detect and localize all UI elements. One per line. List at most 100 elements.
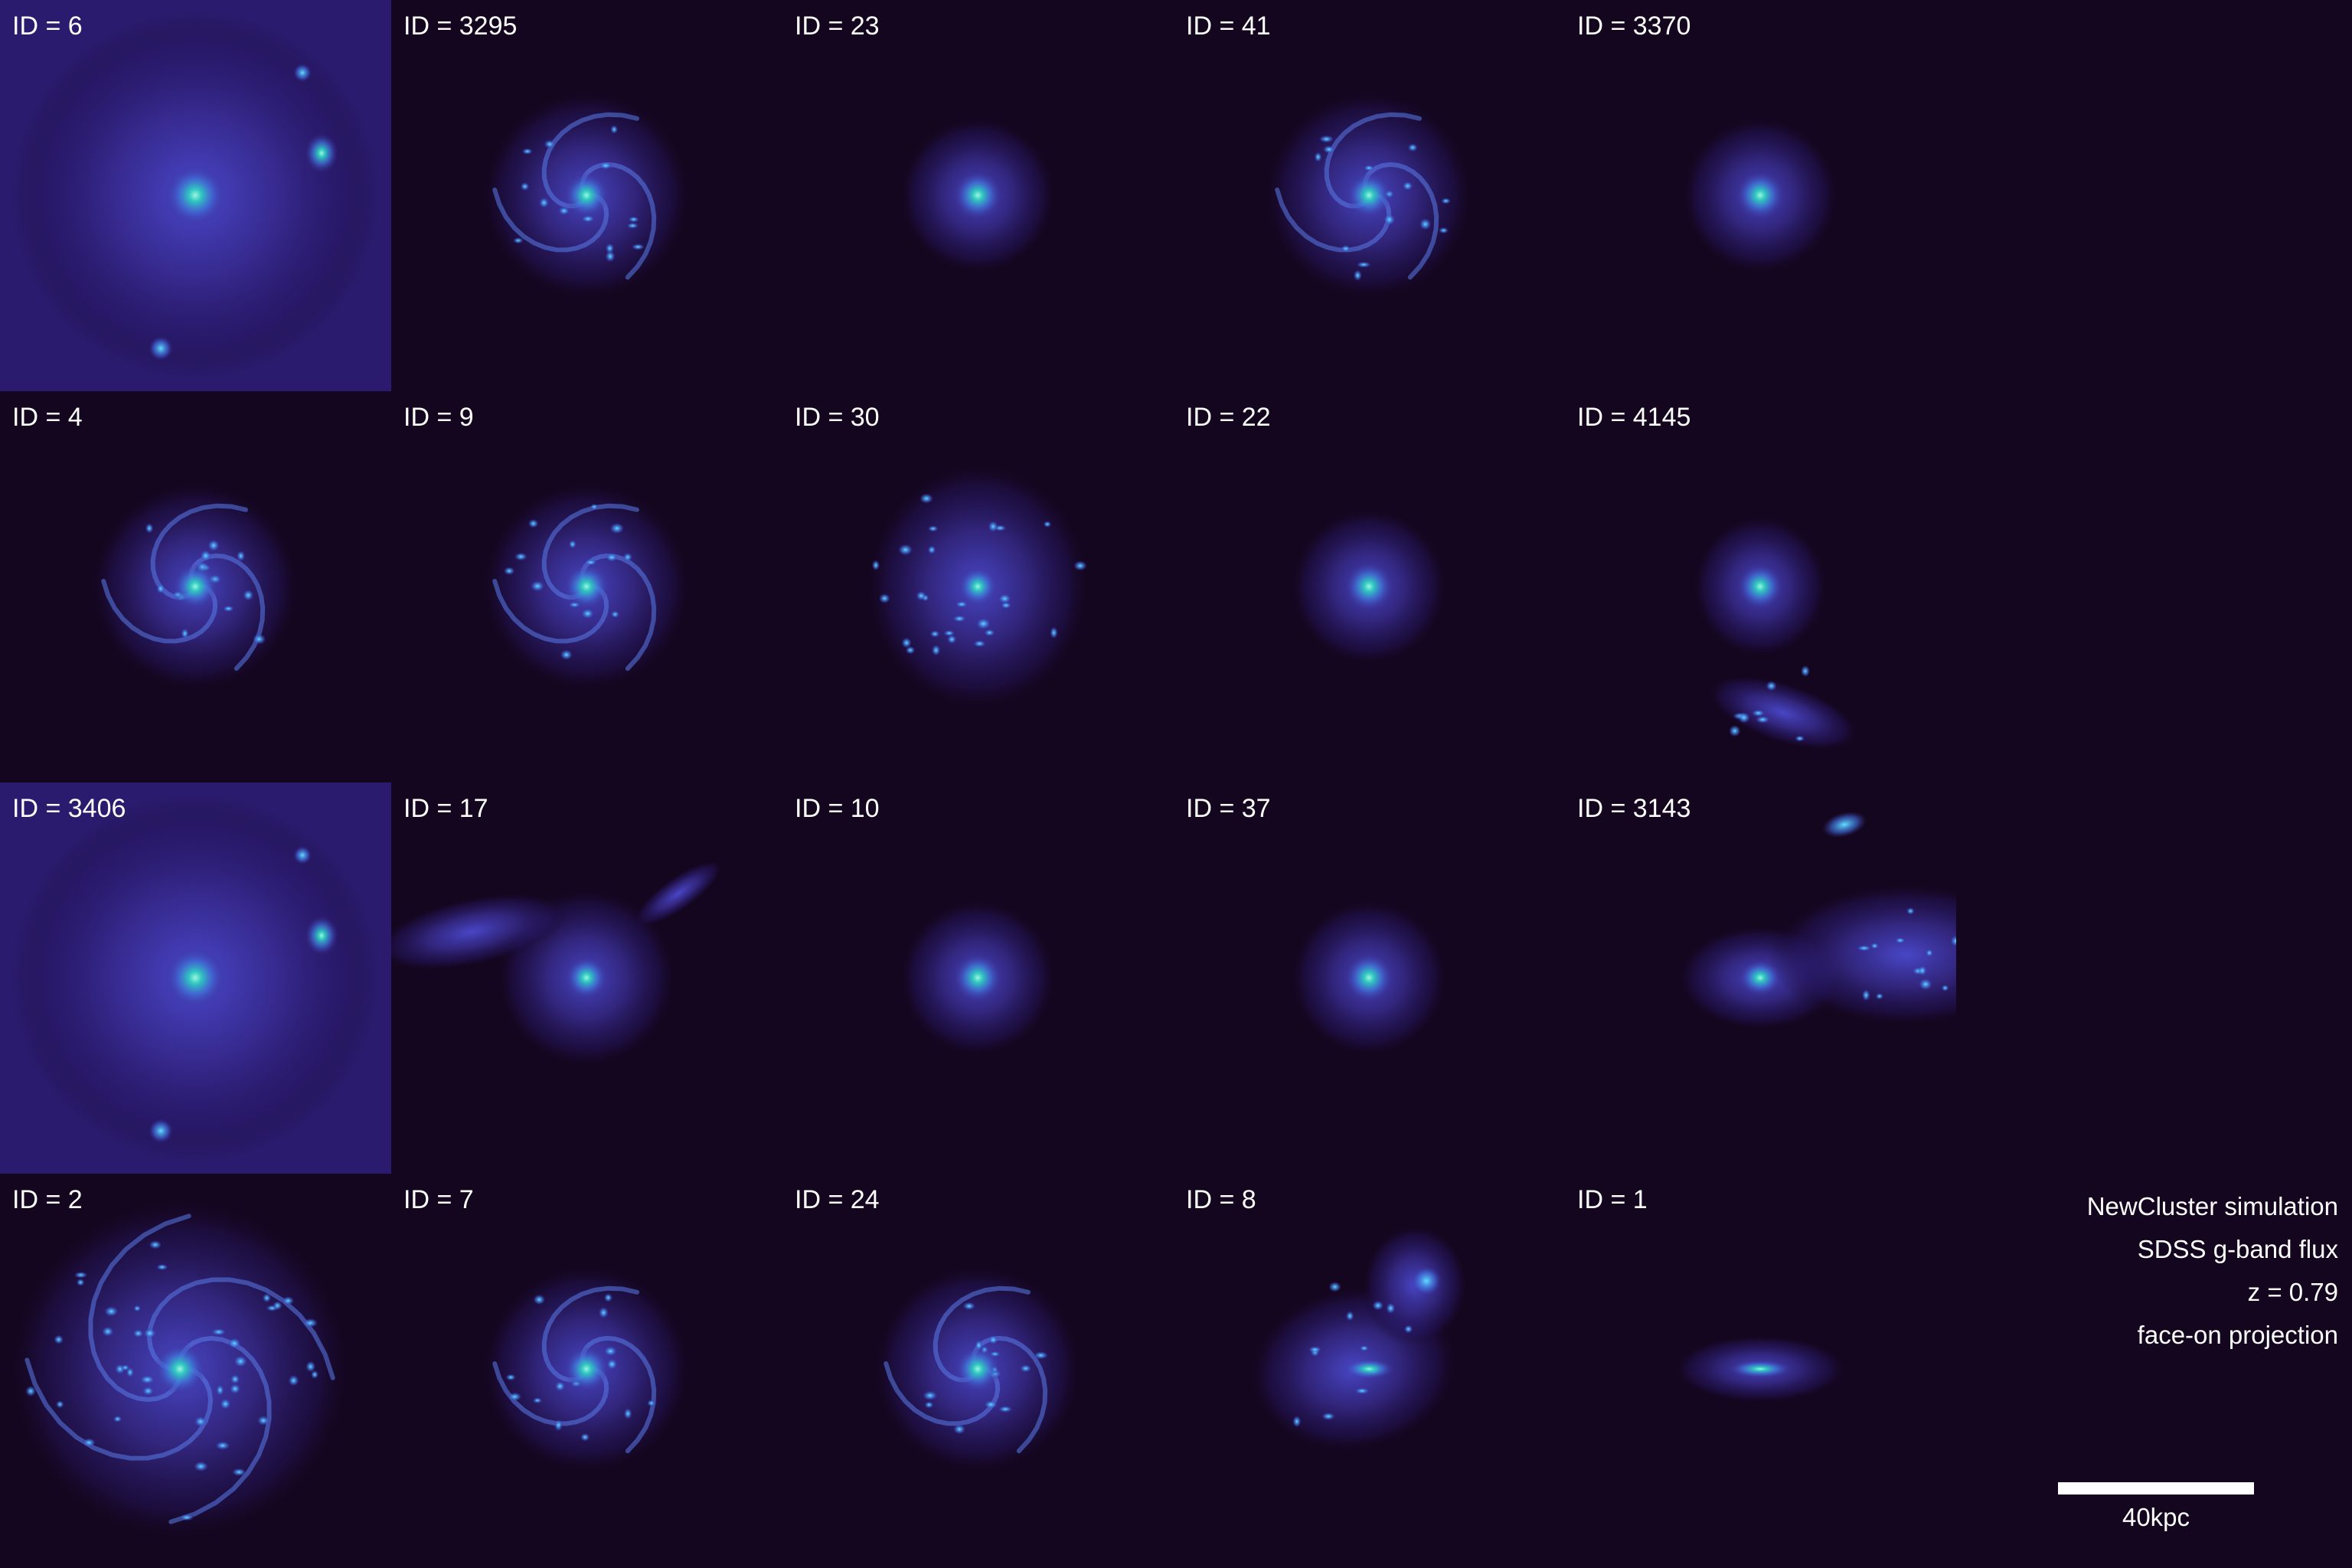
star-forming-clump [1950,935,1956,947]
star-forming-clump [113,1415,122,1423]
star-forming-clump [74,1271,88,1279]
star-forming-clump [1441,198,1451,204]
star-forming-clump [580,1432,590,1442]
panel-label: ID = 17 [403,794,488,823]
galaxy-panel: ID = 7 [391,1174,782,1565]
companion-core [1411,1266,1442,1296]
star-forming-clump [568,540,577,549]
star-forming-clump [149,1240,162,1250]
star-forming-clump [207,539,220,552]
galaxy-panel: ID = 2 [0,1174,391,1565]
star-forming-clump [544,139,556,149]
star-forming-clump [532,1397,543,1404]
star-forming-clump [1383,214,1396,226]
star-forming-clump [606,553,618,563]
star-forming-clump [1795,735,1805,742]
scale-bar [2058,1482,2254,1494]
galaxy-image [479,479,694,694]
star-forming-clump [193,1461,209,1472]
panel-label: ID = 1 [1577,1185,1648,1214]
star-forming-clump [508,1392,522,1402]
satellite-galaxy [149,336,173,361]
star-forming-clump [962,1302,976,1311]
star-forming-clump [1341,244,1351,253]
star-forming-clump [1321,1412,1336,1421]
galaxy-panel: ID = 6 [0,0,391,391]
panel-label: ID = 4145 [1577,403,1691,432]
galaxy-image [1262,88,1476,302]
star-forming-clump [1925,949,1934,957]
galaxy-panel: ID = 37 [1174,782,1565,1174]
galaxy-image [871,1262,1085,1476]
caption-projection: face-on projection [2137,1321,2338,1349]
star-forming-clump [1353,270,1362,282]
star-forming-clump [598,1306,609,1319]
star-forming-clump [1073,560,1087,571]
star-forming-clump [924,1401,934,1409]
caption-simulation: NewCluster simulation [2086,1192,2338,1220]
star-forming-clump [603,1346,618,1357]
tidal-tail [633,859,724,928]
star-forming-clump [871,560,880,571]
star-forming-clump [1328,1281,1341,1292]
satellite-galaxy [149,1119,173,1143]
star-forming-clump [622,552,633,562]
star-forming-clump [975,617,991,630]
galaxy-image [1289,897,1449,1058]
star-forming-clump [901,637,912,648]
spiral-arm [24,1357,214,1461]
galaxy-core [1344,953,1393,1002]
galaxy-image [0,782,391,1174]
star-forming-clump [922,1390,938,1401]
star-forming-clump [76,1278,85,1286]
galaxy-panel: ID = 22 [1174,391,1565,782]
star-forming-clump [988,521,998,533]
star-forming-clump [972,639,986,648]
panel-label: ID = 7 [403,1185,474,1214]
spiral-arm [88,1214,191,1403]
galaxy-core [955,1346,1001,1392]
galaxy-image [1676,811,1956,1031]
galaxy-core [564,564,609,609]
galaxy-panel: ID = 24 [782,1174,1174,1565]
star-forming-clump [929,630,940,638]
star-forming-clump [1918,978,1933,991]
panel-label: ID = 37 [1186,794,1271,823]
star-forming-clump [599,162,612,170]
star-forming-clump [512,237,524,244]
star-forming-clump [1895,937,1906,944]
star-forming-clump [1372,1300,1384,1311]
star-forming-clump [132,1328,144,1338]
star-forming-clump [538,197,550,209]
star-forming-clump [998,593,1011,604]
star-forming-clump [156,583,165,594]
panel-label: ID = 3406 [12,794,126,823]
star-forming-clump [1314,152,1322,162]
galaxy-core [154,1343,206,1395]
star-forming-clump [623,1407,632,1420]
star-forming-clump [155,1263,168,1271]
satellite-galaxy [293,64,312,82]
star-forming-clump [222,605,234,612]
star-forming-clump [1043,521,1052,528]
star-forming-clump [143,1328,157,1339]
star-forming-clump [984,1400,998,1410]
galaxy-image [863,460,1093,713]
galaxy-image [1289,506,1449,667]
star-forming-clump [231,1468,247,1477]
satellite-galaxy [293,846,312,864]
merging-disk [1768,882,1956,1027]
star-forming-clump [1861,989,1870,1001]
panel-label: ID = 3295 [403,11,518,41]
panel-label: ID = 22 [1186,403,1271,432]
star-forming-clump [1308,1346,1322,1354]
star-forming-clump [234,1355,248,1368]
star-forming-clump [955,600,969,608]
star-forming-clump [1292,1415,1302,1428]
star-forming-clump [931,644,941,656]
star-forming-clump [145,523,154,534]
star-forming-clump [1386,1302,1396,1315]
star-forming-clump [1322,145,1335,154]
star-forming-clump [120,1364,130,1371]
galaxy-panel: ID = 4 [0,391,391,782]
